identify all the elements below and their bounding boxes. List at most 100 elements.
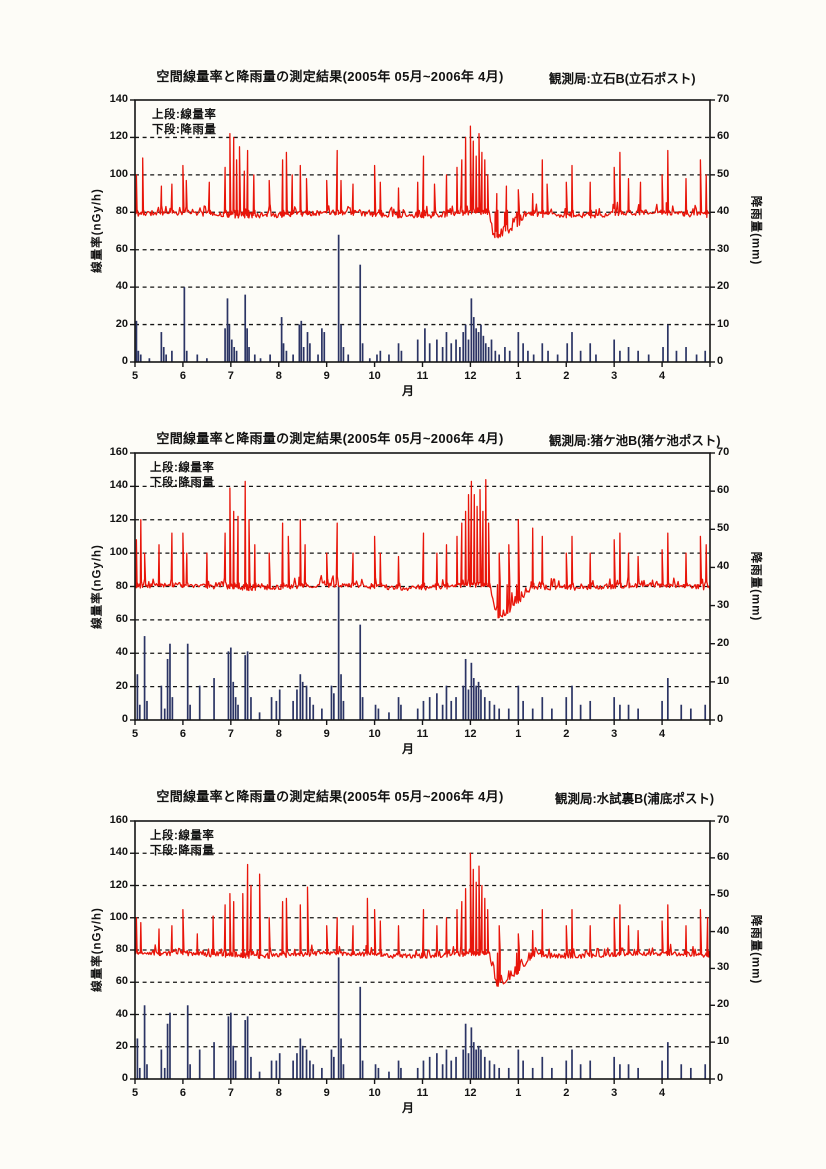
chart1-x-tick-11: 11: [416, 370, 429, 382]
chart2-legend-rain: 下段:降雨量: [150, 477, 215, 489]
chart1-title: 空間線量率と降雨量の測定結果(2005年 05月~2006年 4月): [156, 69, 504, 84]
chart1-yright-tick-10: 10: [717, 317, 730, 330]
chart2-yleft-tick-40: 40: [115, 646, 128, 659]
chart3-yright-tick-0: 0: [717, 1072, 724, 1084]
chart2-yright-tick-10: 10: [717, 674, 730, 687]
chart1-yleft-tick-80: 80: [115, 205, 128, 218]
chart3-yright-tick-40: 40: [717, 924, 730, 937]
chart1-x-tick-7: 7: [227, 370, 234, 382]
chart2-x-tick-10: 10: [368, 728, 381, 740]
chart3-x-tick-8: 8: [275, 1087, 282, 1099]
chart2-x-tick-6: 6: [179, 728, 186, 740]
chart1-x-tick-8: 8: [275, 370, 282, 382]
chart2-yleft-tick-120: 120: [109, 512, 128, 525]
chart1-x-axis-title: 月: [402, 384, 415, 398]
chart1-x-tick-1: 1: [515, 370, 522, 382]
chart1-yright-tick-30: 30: [717, 242, 730, 255]
chart3-yleft-tick-140: 140: [109, 846, 128, 859]
chart2-x-tick-5: 5: [131, 728, 139, 740]
chart2-x-tick-3: 3: [611, 728, 618, 740]
chart2-legend-dose: 上段:線量率: [150, 462, 215, 474]
chart2-yright-axis-title: 降雨量(mm): [749, 551, 762, 622]
chart1-yleft-tick-40: 40: [115, 280, 128, 293]
chart3-yleft-tick-60: 60: [115, 975, 128, 988]
chart2-yleft-tick-140: 140: [109, 479, 128, 492]
chart2-yleft-tick-80: 80: [115, 579, 128, 592]
chart1-yright-tick-70: 70: [717, 93, 730, 105]
chart1-x-tick-12: 12: [464, 370, 477, 382]
chart1-x-tick-10: 10: [368, 370, 381, 382]
chart1-yright-tick-40: 40: [717, 205, 730, 218]
chart2-x-tick-1: 1: [515, 728, 522, 740]
chart3-x-tick-3: 3: [611, 1087, 618, 1099]
chart3-yleft-tick-120: 120: [109, 878, 128, 891]
chart3-yleft-tick-100: 100: [109, 910, 128, 923]
chart3-yright-tick-10: 10: [717, 1035, 730, 1048]
chart1-yright-tick-50: 50: [717, 167, 730, 180]
chart1-yleft-tick-140: 140: [109, 93, 128, 105]
chart1-yleft-tick-60: 60: [115, 242, 128, 255]
chart1-x-tick-3: 3: [611, 370, 618, 382]
chart1-yleft-tick-0: 0: [121, 355, 128, 367]
chart3-yleft-tick-20: 20: [115, 1039, 128, 1052]
chart3-x-tick-2: 2: [563, 1087, 570, 1099]
chart1-x-tick-9: 9: [323, 370, 330, 382]
chart3-yright-tick-20: 20: [717, 998, 730, 1011]
chart3-x-tick-11: 11: [416, 1087, 429, 1099]
chart2-yright-tick-40: 40: [717, 560, 730, 573]
chart2-x-tick-4: 4: [659, 728, 666, 740]
chart2-yright-tick-70: 70: [717, 446, 730, 458]
chart3-legend-rain: 下段:降雨量: [150, 845, 215, 857]
chart3-x-tick-10: 10: [368, 1087, 381, 1099]
chart3-yright-axis-title: 降雨量(mm): [749, 914, 762, 985]
chart2-title: 空間線量率と降雨量の測定結果(2005年 05月~2006年 4月): [156, 431, 504, 446]
chart2-yright-tick-20: 20: [717, 636, 730, 649]
chart2-x-tick-9: 9: [323, 728, 330, 740]
chart3-yleft-tick-40: 40: [115, 1007, 128, 1020]
chart3-x-tick-5: 5: [131, 1087, 139, 1099]
chart1-yright-tick-60: 60: [717, 130, 730, 143]
chart1-yright-tick-20: 20: [717, 280, 730, 293]
chart1-yleft-tick-20: 20: [115, 317, 128, 330]
chart3-x-tick-4: 4: [659, 1087, 666, 1099]
chart3-x-tick-12: 12: [464, 1087, 477, 1099]
chart2-yright-tick-30: 30: [717, 598, 730, 611]
chart2-x-axis-title: 月: [402, 742, 415, 756]
chart1-yleft-tick-100: 100: [109, 167, 128, 180]
chart3-yright-tick-70: 70: [717, 814, 730, 826]
chart3-x-tick-7: 7: [227, 1087, 234, 1099]
chart1-yleft-tick-120: 120: [109, 130, 128, 143]
chart1-station-label: 観測局:立石B(立石ポスト): [549, 72, 696, 86]
chart3-x-tick-1: 1: [515, 1087, 522, 1099]
chart2-yright-tick-50: 50: [717, 522, 730, 535]
chart2-x-tick-7: 7: [227, 728, 234, 740]
chart3-legend-dose: 上段:線量率: [150, 830, 215, 842]
chart2-yright-tick-60: 60: [717, 484, 730, 497]
chart2-yleft-tick-160: 160: [109, 446, 128, 458]
chart3-yright-tick-50: 50: [717, 887, 730, 900]
chart2-yleft-tick-0: 0: [121, 713, 128, 725]
chart2-x-tick-8: 8: [275, 728, 282, 740]
chart3-station-label: 観測局:水試裏B(浦底ポスト): [555, 792, 715, 806]
chart3-x-tick-9: 9: [323, 1087, 330, 1099]
chart1-legend-rain: 下段:降雨量: [152, 124, 217, 136]
chart3-yright-tick-60: 60: [717, 850, 730, 863]
chart1-yright-axis-title: 降雨量(mm): [749, 195, 762, 266]
chart2-station-label: 観測局:猪ケ池B(猪ケ池ポスト): [549, 434, 721, 448]
chart2-yleft-tick-100: 100: [109, 546, 128, 559]
chart2-x-tick-12: 12: [464, 728, 477, 740]
chart2-yleft-tick-20: 20: [115, 679, 128, 692]
chart3-x-tick-6: 6: [179, 1087, 186, 1099]
chart3-x-axis-title: 月: [402, 1101, 415, 1115]
chart3-yleft-tick-80: 80: [115, 943, 128, 955]
chart1-x-tick-2: 2: [563, 370, 570, 382]
chart3-yleft-tick-160: 160: [109, 814, 128, 826]
chart2-yright-tick-0: 0: [717, 713, 724, 725]
chart2-x-tick-2: 2: [563, 728, 570, 740]
chart1-x-tick-6: 6: [179, 370, 186, 382]
chart3-yleft-tick-0: 0: [121, 1072, 128, 1084]
chart1-yright-tick-0: 0: [717, 355, 724, 367]
chart3-yright-tick-30: 30: [717, 961, 730, 974]
chart1-legend-dose: 上段:線量率: [152, 109, 217, 121]
